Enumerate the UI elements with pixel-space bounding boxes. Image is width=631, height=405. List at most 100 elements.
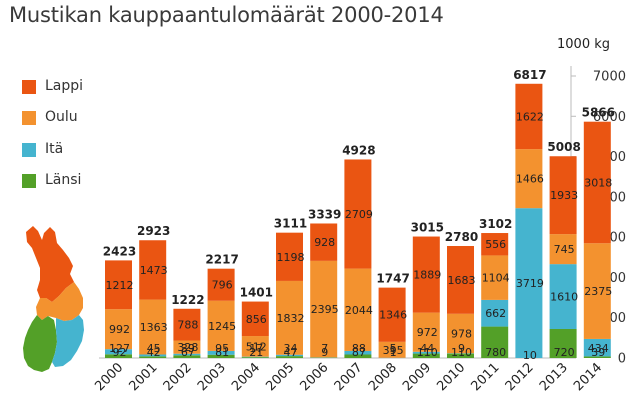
data-label-lappi-2011: 556 [485,238,506,251]
x-tick-label-2014: 2014 [571,360,605,394]
bar-segment-ita-2005 [276,354,303,357]
legend-label-lansi: Länsi [45,172,82,188]
bar-segment-ita-2007 [344,350,372,355]
data-label-oulu-2008: 395 [383,344,404,357]
total-label-2002: 1222 [171,293,204,307]
bar-segment-lansi-2000 [105,354,132,358]
data-label-lappi-2002: 788 [177,319,198,332]
data-label-lansi-2011: 780 [485,346,506,359]
bar-segment-lansi-2014 [583,356,611,358]
legend-label-lappi: Lappi [45,78,84,94]
data-label-oulu-2013: 745 [554,243,575,256]
y-tick-label: 7000 [593,70,626,85]
y-tick-label: 0 [618,352,626,367]
bar-segment-lappi-2005 [276,232,303,281]
x-tick-label-2010: 2010 [434,360,468,394]
x-tick-label-2002: 2002 [161,360,195,394]
data-label-ita-2012: 3719 [516,277,544,290]
total-label-2007: 4928 [342,143,375,157]
x-tick-label-2008: 2008 [366,360,400,394]
data-label-lappi-2004: 856 [246,313,267,326]
bar-segment-lappi-2011 [481,233,509,256]
data-label-oulu-2014: 2375 [584,285,612,298]
data-label-ita-2003: 95 [215,342,229,355]
data-label-oulu-2012: 1466 [516,173,544,186]
bar-segment-lansi-2011 [481,326,509,358]
bar-segment-oulu-2002 [173,340,201,354]
total-label-2004: 1401 [240,286,273,300]
map-region-ita [52,315,84,367]
bar-segment-oulu-2010 [447,313,474,354]
data-label-lansi-2010: 110 [451,346,472,359]
bar-segment-ita-2009 [412,351,440,354]
data-label-lansi-2014: 39 [591,346,605,359]
total-label-2012: 6817 [513,68,546,82]
total-label-2013: 5008 [547,140,580,154]
data-label-oulu-2003: 1245 [208,320,236,333]
data-label-oulu-2001: 1363 [140,321,168,334]
data-label-oulu-2005: 1832 [277,312,305,325]
legend-swatch-lansi [22,174,36,188]
bar-segment-lappi-2012 [515,83,543,150]
data-label-lappi-2005: 1198 [277,251,305,264]
x-tick-label-2011: 2011 [469,360,503,394]
bar-segment-lappi-2013 [549,156,577,235]
bar-segment-oulu-2003 [207,300,235,351]
total-label-2010: 2780 [445,230,478,244]
data-label-oulu-2006: 2395 [311,303,339,316]
bar-segment-oulu-2009 [412,312,440,352]
legend-label-ita: Itä [45,141,64,157]
data-label-ita-2011: 662 [485,307,506,320]
data-label-oulu-2002: 328 [177,341,198,354]
total-label-2014: 5866 [582,106,615,120]
bar-segment-ita-2002 [173,353,201,356]
data-label-ita-2006: 7 [321,342,328,355]
data-label-lappi-2001: 1473 [140,264,168,277]
bar-segment-lappi-2001 [139,240,167,300]
data-label-lappi-2006: 928 [314,236,335,249]
x-tick-label-2003: 2003 [195,360,229,394]
bar-segment-ita-2011 [481,299,509,327]
bar-segment-lansi-2001 [139,356,167,358]
data-label-lansi-2003: 81 [215,346,229,359]
bar-segment-ita-2001 [139,354,167,357]
data-label-extra-2012: 10 [523,349,537,362]
bar-segment-lansi-2003 [207,354,235,358]
bar-segment-lansi-2009 [412,353,440,358]
bar-segment-oulu-2001 [139,299,167,355]
data-label-lappi-2000: 1212 [106,279,134,292]
data-label-oulu-2000: 992 [109,323,130,336]
bar-segment-lappi-2003 [207,268,235,301]
total-label-2005: 3111 [274,217,307,231]
data-label-lansi-2005: 47 [284,346,298,359]
total-label-2006: 3339 [308,207,341,221]
x-tick-label-2006: 2006 [298,360,332,394]
data-label-oulu-2007: 2044 [345,304,373,317]
bar-segment-lansi-2010 [447,353,474,358]
bar-segment-oulu-2011 [481,255,509,300]
total-label-2011: 3102 [479,217,512,231]
data-label-oulu-2011: 1104 [482,272,510,285]
bar-segment-oulu-2013 [549,234,577,265]
bar-segment-oulu-2008 [378,341,406,358]
bar-segment-lappi-2004 [241,301,269,337]
bar-segment-ita-2013 [549,264,577,329]
y-axis-unit: 1000 kg [557,37,610,52]
data-label-lansi-2001: 42 [147,346,161,359]
bar-segment-ita-2003 [207,350,235,355]
chart-title: Mustikan kauppaantulomäärät 2000-2014 [9,3,444,27]
data-label-ita-2007: 88 [352,342,366,355]
total-label-2001: 2923 [137,224,170,238]
bar-segment-lansi-2004 [241,357,269,358]
x-tick-label-2005: 2005 [263,360,297,394]
data-label-lansi-2007: 87 [352,346,366,359]
data-label-ita-2014: 434 [588,342,609,355]
data-label-lappi-2003: 796 [212,279,233,292]
bar-segment-lappi-2009 [412,236,440,313]
bar-segment-oulu-2007 [344,268,372,351]
bar-segment-ita-2000 [105,349,132,355]
data-label-ita-2005: 34 [284,342,298,355]
data-label-lappi-2012: 1622 [516,110,544,123]
data-label-ita-2010: 9 [458,342,465,355]
bar-segment-oulu-2012 [515,149,543,209]
